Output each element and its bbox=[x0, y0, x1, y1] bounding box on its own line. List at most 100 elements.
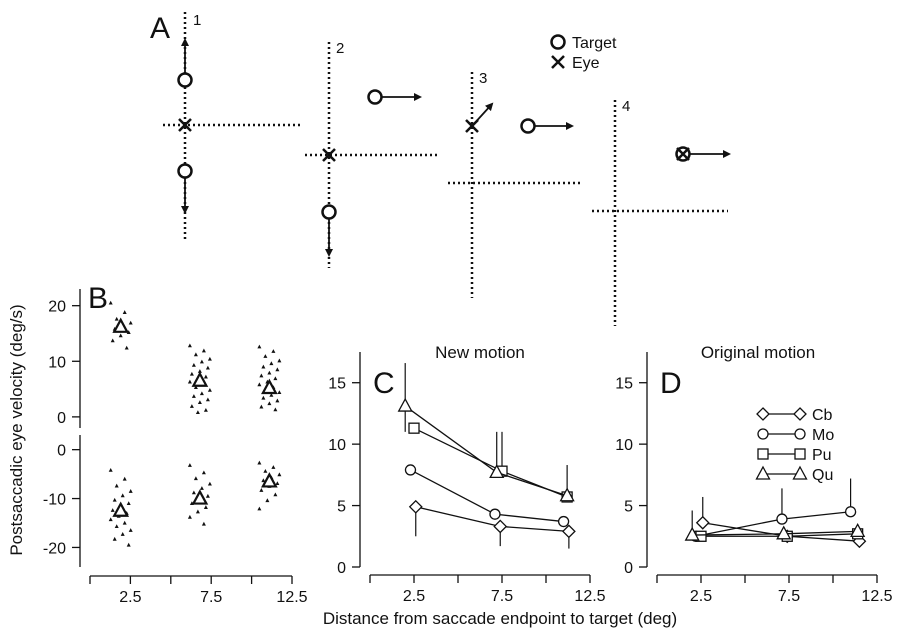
track-4 bbox=[592, 100, 728, 326]
panel-c-x-tick-label: 7.5 bbox=[491, 588, 513, 605]
panel-d-y-tick-label: 0 bbox=[624, 560, 633, 577]
panel-b-points bbox=[108, 300, 282, 547]
track-4-target-eye-motion bbox=[675, 146, 731, 162]
panel-b-trial-point bbox=[269, 392, 274, 397]
panel-b-trial-point bbox=[126, 330, 131, 334]
panel-b-trial-point bbox=[207, 387, 212, 392]
panel-b-trial-point bbox=[273, 407, 278, 412]
track-2-target-motion bbox=[367, 89, 422, 105]
panel-b-trial-point bbox=[201, 348, 206, 353]
panel-b-lower-y-tick-label: 0 bbox=[57, 443, 66, 460]
panel-b-trial-point bbox=[120, 532, 125, 536]
panel-b-trial-point bbox=[259, 488, 264, 492]
track-2-label: 2 bbox=[336, 40, 344, 57]
panel-d-y-tick-label: 5 bbox=[624, 499, 633, 516]
panel-b-trial-point bbox=[201, 521, 206, 526]
panel-c-axes: 0 5 10 15 2.5 7.5 12.5 bbox=[328, 352, 606, 605]
legend-qu-icon bbox=[792, 465, 808, 480]
panel-b-upper-y-tick-label: 20 bbox=[48, 299, 66, 316]
panel-b-trial-point bbox=[267, 401, 272, 406]
panel-b-trial-point bbox=[261, 364, 266, 369]
panel-b-upper-y-tick-label: 0 bbox=[57, 410, 66, 427]
panel-d-letter: D bbox=[660, 367, 682, 400]
legend-target-label: Target bbox=[572, 35, 617, 52]
panel-c-title: New motion bbox=[435, 343, 525, 362]
panel-b-trial-point bbox=[126, 542, 131, 547]
panel-d-cb-point bbox=[695, 515, 710, 530]
panel-c-mo-line bbox=[410, 469, 564, 523]
track-4-label: 4 bbox=[622, 98, 630, 115]
panel-b-trial-point bbox=[277, 358, 282, 363]
panel-b-trial-point bbox=[191, 490, 196, 495]
panel-b-trial-point bbox=[275, 398, 280, 403]
panel-b-trial-point bbox=[207, 481, 212, 486]
panel-b-trial-point bbox=[118, 333, 123, 338]
panel-b-mean-point bbox=[261, 472, 278, 488]
legend-target-icon bbox=[550, 34, 566, 50]
panel-b-trial-point bbox=[277, 472, 282, 477]
panel-b-trial-point bbox=[259, 373, 264, 378]
panel-b-x-tick-label: 2.5 bbox=[119, 589, 141, 606]
panel-b-trial-point bbox=[205, 365, 210, 370]
panel-b-trial-point bbox=[187, 514, 192, 519]
panel-b-trial-point bbox=[112, 536, 117, 541]
legend-mo-icon bbox=[794, 428, 806, 440]
panel-b-trial-point bbox=[273, 492, 278, 497]
legend-mo-label: Mo bbox=[812, 427, 834, 444]
panel-a: A 1 2 bbox=[150, 12, 731, 326]
panel-b-trial-point bbox=[128, 320, 133, 325]
panel-d-x-tick-label: 2.5 bbox=[690, 588, 712, 605]
panel-b-trial-point bbox=[193, 352, 198, 357]
panel-a-letter: A bbox=[150, 12, 170, 45]
panel-c-x-tick-label: 2.5 bbox=[403, 588, 425, 605]
legend-pu-label: Pu bbox=[812, 447, 832, 464]
panel-b-trial-point bbox=[261, 395, 266, 400]
panel-b-trial-point bbox=[114, 316, 119, 321]
panel-b-trial-point bbox=[199, 391, 204, 396]
panel-d-y-tick-label: 10 bbox=[615, 437, 633, 454]
panel-b-trial-point bbox=[108, 468, 113, 472]
panel-d: D Original motion 0 5 10 15 2.5 7.5 12.5 Cb Mo P… bbox=[615, 343, 892, 605]
panel-d-title: Original motion bbox=[701, 343, 815, 362]
panel-b-trial-point bbox=[191, 394, 196, 398]
panel-b: B Postsaccadic eye velocity (deg/s) 20 10… bbox=[7, 282, 308, 606]
legend-cb-icon bbox=[756, 407, 770, 421]
legend-qu-icon bbox=[755, 465, 771, 480]
panel-b-trial-point bbox=[275, 481, 280, 485]
panel-b-trial-point bbox=[122, 310, 127, 314]
panel-b-trial-point bbox=[126, 501, 131, 506]
panel-b-mean-point bbox=[191, 371, 209, 387]
panel-b-trial-point bbox=[128, 489, 133, 493]
legend-pu-icon bbox=[757, 448, 769, 460]
panel-c-qu-line bbox=[404, 405, 568, 497]
panel-b-trial-point bbox=[207, 356, 212, 361]
legend-eye-label: Eye bbox=[572, 55, 600, 72]
panel-b-trial-point bbox=[187, 379, 192, 384]
panel-b-trial-point bbox=[128, 528, 133, 532]
panel-d-y-tick-label: 15 bbox=[615, 376, 633, 393]
panel-b-trial-point bbox=[189, 404, 194, 408]
panel-c-qu-point bbox=[397, 397, 413, 412]
panel-c-y-tick-label: 10 bbox=[328, 437, 346, 454]
panel-c-mo-point bbox=[404, 464, 417, 476]
panel-c-mo-point bbox=[557, 515, 570, 528]
panel-b-trial-point bbox=[201, 470, 206, 475]
panel-b-trial-point bbox=[197, 400, 202, 405]
panel-b-trial-point bbox=[273, 376, 278, 381]
panel-b-trial-point bbox=[203, 408, 208, 412]
panel-b-trial-point bbox=[257, 506, 262, 511]
panel-b-x-tick-label: 7.5 bbox=[200, 589, 222, 606]
panel-d-qu-point bbox=[684, 526, 700, 541]
legend-cb-icon bbox=[793, 407, 807, 421]
panel-b-trial-point bbox=[257, 344, 262, 349]
panel-c-y-tick-label: 5 bbox=[337, 499, 346, 516]
track-3-eye-cross bbox=[465, 119, 479, 133]
panel-b-trial-point bbox=[267, 370, 272, 375]
panel-b-trial-point bbox=[271, 465, 276, 469]
panel-b-trial-point bbox=[269, 361, 274, 366]
track-1-upper-target bbox=[177, 72, 193, 88]
panel-b-x-tick-label: 12.5 bbox=[276, 589, 307, 606]
panel-b-trial-point bbox=[187, 463, 192, 467]
panel-b-trial-point bbox=[110, 338, 115, 343]
